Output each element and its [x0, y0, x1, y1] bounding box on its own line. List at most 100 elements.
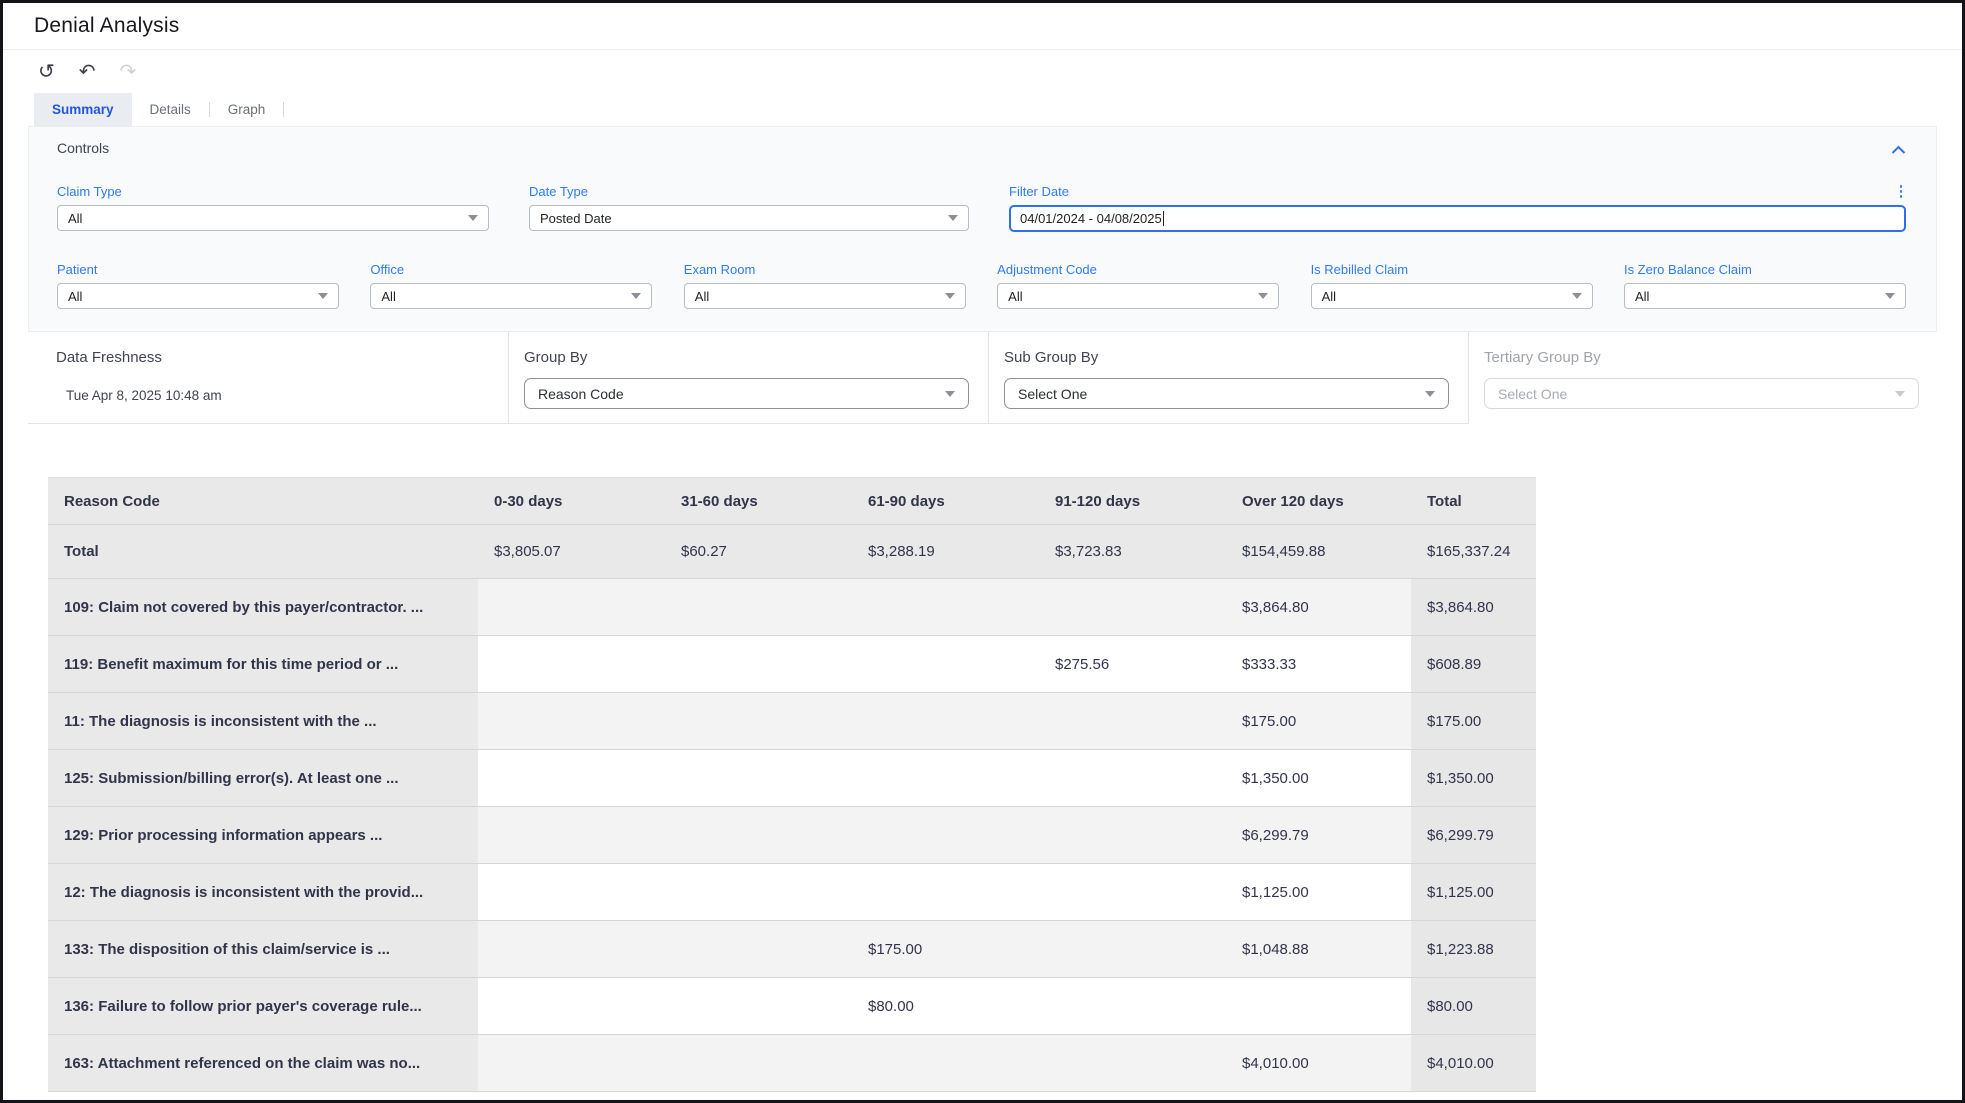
text-cursor	[1162, 211, 1164, 226]
amount-cell	[478, 977, 665, 1035]
amount-cell	[665, 1034, 852, 1092]
amount-cell	[1039, 806, 1226, 864]
reset-icon[interactable]: ↺	[38, 59, 55, 83]
amount-cell: $154,459.88	[1226, 524, 1411, 579]
chevron-down-icon	[944, 293, 955, 299]
claim-type-dropdown[interactable]: All	[57, 205, 489, 231]
grouping-strip: Data Freshness Tue Apr 8, 2025 10:48 am …	[28, 332, 1937, 424]
amount-cell: 61-90 days	[852, 477, 1039, 525]
office-dropdown[interactable]: All	[370, 283, 653, 309]
amount-cell: $165,337.24	[1411, 524, 1536, 579]
row-label-cell: 125: Submission/billing error(s). At lea…	[48, 749, 478, 807]
tab-graph[interactable]: Graph	[227, 101, 266, 117]
table-row: 136: Failure to follow prior payer's cov…	[48, 977, 1536, 1035]
amount-cell: $275.56	[1039, 635, 1226, 693]
table-row: 11: The diagnosis is inconsistent with t…	[48, 692, 1536, 750]
amount-cell: $1,048.88	[1226, 920, 1411, 978]
chevron-down-icon	[631, 293, 642, 299]
amount-cell	[1039, 977, 1226, 1035]
is-rebilled-claim-label: Is Rebilled Claim	[1310, 262, 1409, 277]
amount-cell	[852, 635, 1039, 693]
chevron-down-icon	[318, 293, 328, 299]
row-label-cell: 129: Prior processing information appear…	[48, 806, 478, 864]
filter-date-input[interactable]: 04/01/2024 - 04/08/2025	[1009, 205, 1906, 232]
amount-cell: $80.00	[852, 977, 1039, 1035]
filter-filter-date: Filter Date 04/01/2024 - 04/08/2025	[1009, 184, 1906, 232]
date-type-dropdown[interactable]: Posted Date	[529, 205, 969, 231]
amount-cell: $80.00	[1411, 977, 1536, 1035]
is-rebilled-claim-dropdown[interactable]: All	[1310, 283, 1593, 309]
office-label: Office	[370, 262, 405, 277]
amount-cell	[1226, 977, 1411, 1035]
table-row: 119: Benefit maximum for this time perio…	[48, 635, 1536, 693]
chevron-down-icon	[1884, 293, 1895, 299]
chevron-down-icon	[945, 390, 955, 397]
amount-cell: $3,864.80	[1411, 578, 1536, 636]
amount-cell: $6,299.79	[1226, 806, 1411, 864]
sub-group-by-dropdown[interactable]: Select One	[1004, 378, 1449, 409]
kebab-menu-icon[interactable]	[1896, 184, 1907, 199]
amount-cell	[478, 749, 665, 807]
amount-cell: $3,288.19	[852, 524, 1039, 579]
chevron-down-icon	[1425, 390, 1435, 397]
filter-date-type: Date Type Posted Date	[529, 184, 969, 232]
sub-group-by-section: Sub Group By Select One	[988, 332, 1468, 424]
patient-label: Patient	[57, 262, 98, 277]
amount-cell	[478, 863, 665, 921]
amount-cell	[852, 1034, 1039, 1092]
chevron-down-icon	[948, 215, 958, 221]
collapse-chevron-icon[interactable]	[1891, 142, 1906, 160]
amount-cell	[852, 692, 1039, 750]
undo-icon[interactable]: ↶	[78, 59, 96, 83]
filter-office: Office All	[370, 262, 653, 309]
amount-cell: $1,125.00	[1411, 863, 1536, 921]
is-zero-balance-claim-dropdown[interactable]: All	[1623, 283, 1906, 309]
group-by-section: Group By Reason Code	[508, 332, 988, 424]
amount-cell	[665, 692, 852, 750]
table-row: 163: Attachment referenced on the claim …	[48, 1034, 1536, 1092]
adjustment-code-label: Adjustment Code	[997, 262, 1097, 277]
chevron-down-icon	[1895, 390, 1905, 397]
amount-cell	[665, 863, 852, 921]
amount-cell	[478, 635, 665, 693]
chevron-down-icon	[468, 215, 478, 221]
tertiary-group-by-section: Tertiary Group By Select One	[1468, 332, 1937, 424]
tab-separator	[208, 101, 210, 117]
amount-cell	[852, 863, 1039, 921]
patient-dropdown[interactable]: All	[57, 283, 339, 309]
amount-cell: Total	[1411, 477, 1536, 525]
exam-room-label: Exam Room	[683, 262, 756, 277]
amount-cell: 31-60 days	[665, 477, 852, 525]
amount-cell	[665, 578, 852, 636]
amount-cell: $3,864.80	[1226, 578, 1411, 636]
tab-summary[interactable]: Summary	[34, 92, 132, 126]
data-freshness-section: Data Freshness Tue Apr 8, 2025 10:48 am	[28, 332, 508, 424]
amount-cell	[852, 578, 1039, 636]
amount-cell	[665, 920, 852, 978]
group-by-label: Group By	[524, 349, 588, 366]
amount-cell: $175.00	[1226, 692, 1411, 750]
amount-cell: $4,010.00	[1226, 1034, 1411, 1092]
filter-patient: Patient All	[57, 262, 339, 309]
amount-cell: $1,223.88	[1411, 920, 1536, 978]
amount-cell	[852, 749, 1039, 807]
filter-exam-room: Exam Room All	[683, 262, 966, 309]
group-by-dropdown[interactable]: Reason Code	[524, 378, 969, 409]
tab-details[interactable]: Details	[149, 101, 191, 117]
adjustment-code-dropdown[interactable]: All	[997, 283, 1280, 309]
amount-cell	[478, 920, 665, 978]
exam-room-dropdown[interactable]: All	[683, 283, 966, 309]
redo-icon[interactable]: ↷	[119, 59, 137, 83]
amount-cell: $60.27	[665, 524, 852, 579]
filter-is-zero-balance-claim: Is Zero Balance Claim All	[1623, 262, 1906, 309]
date-type-label: Date Type	[529, 184, 589, 199]
row-label-cell: 119: Benefit maximum for this time perio…	[48, 635, 478, 693]
page-header: Denial Analysis	[3, 3, 1962, 50]
amount-cell: 0-30 days	[478, 477, 665, 525]
row-label-cell: 163: Attachment referenced on the claim …	[48, 1034, 478, 1092]
amount-cell	[852, 806, 1039, 864]
row-label-cell: 12: The diagnosis is inconsistent with t…	[48, 863, 478, 921]
amount-cell: 91-120 days	[1039, 477, 1226, 525]
sub-group-by-label: Sub Group By	[1004, 349, 1099, 366]
amount-cell	[1039, 1034, 1226, 1092]
